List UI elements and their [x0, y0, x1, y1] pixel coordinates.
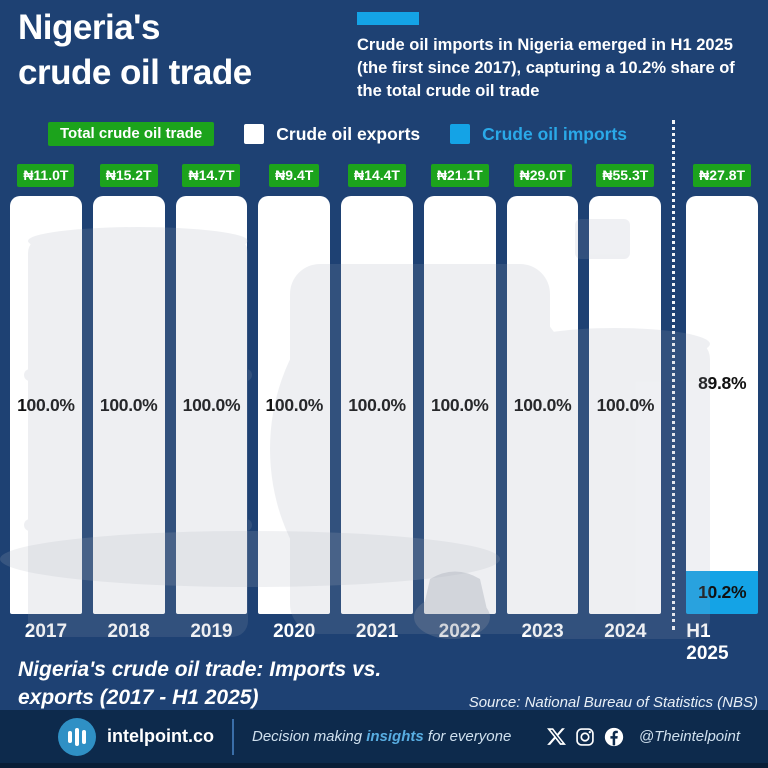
- legend-total-badge: Total crude oil trade: [48, 122, 215, 146]
- brand-name[interactable]: intelpoint.co: [107, 726, 214, 746]
- total-badge: ₦55.3T: [596, 164, 655, 187]
- export-segment: 100.0%: [423, 196, 496, 614]
- year-label: 2021: [355, 621, 399, 642]
- stacked-bar: 100.0%: [423, 196, 496, 614]
- chart-column-2023: ₦29.0T 100.0% 2023: [506, 164, 579, 644]
- chart-column-2021: ₦14.4T 100.0% 2021: [341, 164, 413, 644]
- year-label: 2022: [438, 621, 481, 642]
- import-value-label: 10.2%: [698, 582, 747, 603]
- year-label: 2020: [273, 621, 316, 642]
- total-badge: ₦29.0T: [513, 164, 572, 187]
- year-label: 2018: [107, 621, 150, 642]
- callout-text: Crude oil imports in Nigeria emerged in …: [357, 36, 735, 100]
- export-value-label: 100.0%: [513, 394, 572, 415]
- tagline-emphasis: insights: [366, 728, 424, 745]
- chart-column-2019: ₦14.7T 100.0% 2019: [175, 164, 248, 644]
- chart-caption-line2: exports (2017 - H1 2025): [18, 686, 259, 710]
- total-badge: ₦15.2T: [99, 164, 158, 187]
- source-note: Source: National Bureau of Statistics (N…: [468, 693, 758, 711]
- export-value-label: 100.0%: [17, 394, 75, 415]
- tagline-part1: Decision making: [252, 728, 367, 745]
- total-badge: ₦21.1T: [430, 164, 489, 187]
- total-badge: ₦27.8T: [693, 164, 752, 187]
- chart-column-2022: ₦21.1T 100.0% 2022: [423, 164, 496, 644]
- year-label: 2023: [521, 621, 564, 642]
- stacked-bar: 100.0%: [589, 196, 662, 614]
- chart-caption-line1: Nigeria's crude oil trade: Imports vs.: [18, 658, 382, 681]
- footer: intelpoint.co Decision making insights f…: [0, 710, 768, 768]
- bar-chart-logo-icon: [58, 717, 96, 756]
- social-handle[interactable]: @Theintelpoint: [638, 728, 740, 745]
- total-badge: ₦11.0T: [17, 164, 75, 187]
- stacked-bar: 100.0%: [92, 196, 165, 614]
- stacked-bar: 100.0%: [506, 196, 579, 614]
- export-value-label: 100.0%: [596, 394, 655, 415]
- page-title: Nigeria's crude oil trade: [18, 6, 252, 96]
- accent-bar: [357, 12, 419, 25]
- export-value-label: 100.0%: [348, 394, 406, 415]
- total-badge: ₦9.4T: [269, 164, 320, 187]
- stacked-bar: 89.8% 10.2%: [686, 196, 759, 614]
- tagline-part2: for everyone: [423, 728, 512, 745]
- page-title-line2: crude oil trade: [18, 52, 252, 92]
- total-badge: ₦14.4T: [348, 164, 406, 187]
- stacked-bar: 100.0%: [258, 196, 331, 614]
- chart-caption: Nigeria's crude oil trade: Imports vs. e…: [18, 656, 381, 713]
- export-value-label: 100.0%: [265, 394, 324, 415]
- legend-exports-label: Crude oil exports: [276, 123, 421, 144]
- chart-column-2024: ₦55.3T 100.0% 2024: [589, 164, 662, 644]
- chart-column-2018: ₦15.2T 100.0% 2018: [92, 164, 165, 644]
- export-value-label: 100.0%: [99, 394, 158, 415]
- year-label: 2024: [604, 621, 647, 642]
- export-segment: 89.8%: [686, 196, 759, 572]
- legend-item-imports: Crude oil imports: [450, 124, 627, 145]
- export-segment: 100.0%: [92, 196, 165, 614]
- callout: Crude oil imports in Nigeria emerged in …: [357, 12, 761, 102]
- caption-row: Nigeria's crude oil trade: Imports vs. e…: [0, 644, 768, 713]
- instagram-icon[interactable]: [575, 727, 595, 747]
- h1-2025-divider: [672, 120, 676, 630]
- export-value-label: 89.8%: [698, 373, 747, 394]
- total-badge: ₦14.7T: [182, 164, 241, 187]
- year-label: 2017: [24, 621, 68, 642]
- legend-item-exports: Crude oil exports: [244, 124, 420, 145]
- chart-column-2017: ₦11.0T 100.0% 2017: [10, 164, 82, 644]
- facebook-icon[interactable]: [604, 727, 624, 747]
- footer-divider: [232, 718, 234, 755]
- export-segment: 100.0%: [258, 196, 331, 614]
- page-title-line1: Nigeria's: [18, 8, 160, 47]
- export-segment: 100.0%: [589, 196, 662, 614]
- year-label: 2019: [190, 621, 233, 642]
- bar-chart: ₦11.0T 100.0% 2017 ₦15.2T 100.0% 2018 ₦14.7T 10…: [0, 120, 768, 664]
- export-segment: 100.0%: [10, 196, 82, 614]
- chart-section: Total crude oil trade Crude oil exports …: [0, 118, 768, 713]
- exports-swatch-icon: [244, 124, 265, 144]
- year-label: H1 2025: [686, 621, 729, 664]
- stacked-bar: 100.0%: [10, 196, 82, 614]
- legend: Total crude oil trade Crude oil exports …: [0, 118, 768, 150]
- header: Nigeria's crude oil trade Crude oil impo…: [0, 0, 768, 118]
- x-icon[interactable]: [546, 727, 566, 746]
- export-segment: 100.0%: [341, 196, 413, 614]
- export-value-label: 100.0%: [182, 394, 241, 415]
- stacked-bar: 100.0%: [175, 196, 248, 614]
- imports-swatch-icon: [450, 124, 471, 144]
- export-value-label: 100.0%: [431, 394, 489, 415]
- import-segment: 10.2%: [686, 571, 759, 614]
- chart-column-2020: ₦9.4T 100.0% 2020: [258, 164, 331, 644]
- chart-columns: ₦11.0T 100.0% 2017 ₦15.2T 100.0% 2018 ₦14.7T 10…: [10, 120, 759, 664]
- stacked-bar: 100.0%: [341, 196, 413, 614]
- social-icons: @Theintelpoint: [546, 727, 740, 747]
- export-segment: 100.0%: [175, 196, 248, 614]
- export-segment: 100.0%: [506, 196, 579, 614]
- legend-imports-label: Crude oil imports: [482, 123, 628, 144]
- footer-tagline: Decision making insights for everyone: [252, 728, 511, 745]
- chart-column-h1-2025: ₦27.8T 89.8% 10.2% H1 2025: [686, 164, 759, 664]
